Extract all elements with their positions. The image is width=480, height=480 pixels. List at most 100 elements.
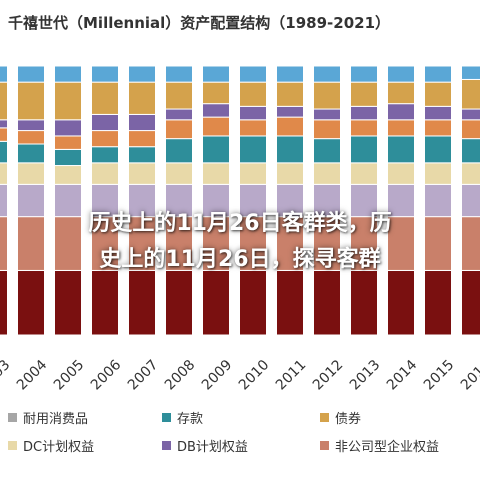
bar-segment [54, 216, 82, 271]
bar-segment [91, 216, 119, 271]
bar-segment [17, 65, 45, 83]
bar-segment [350, 65, 378, 83]
bar-segment [17, 269, 45, 336]
bar-segment [424, 105, 452, 121]
x-tick-label: 2008 [162, 357, 199, 394]
legend-label: DC计划权益 [23, 440, 95, 455]
bar-segment [387, 103, 415, 121]
x-tick-label: 2014 [384, 357, 421, 394]
bar-segment [91, 130, 119, 148]
bar-segment [17, 143, 45, 164]
bar-segment [276, 135, 304, 164]
bar-segment [17, 130, 45, 145]
bar-segment [461, 216, 480, 271]
bar-segment [0, 216, 8, 271]
bar-segment [54, 148, 82, 167]
bar-segment [128, 130, 156, 148]
bar-segment [202, 183, 230, 218]
bar-segment [313, 108, 341, 121]
x-tick-label: 2011 [273, 357, 310, 394]
bar-segment [202, 81, 230, 105]
bar-segment [54, 269, 82, 336]
bar-segment [350, 183, 378, 218]
legend-swatch [162, 413, 171, 422]
bar-segment [165, 269, 193, 336]
bar-segment [128, 269, 156, 336]
bar-segment [202, 162, 230, 185]
bar-segment [424, 135, 452, 164]
bar-segment [387, 183, 415, 218]
x-tick-label: 2015 [421, 357, 458, 394]
legend-item-noncorporate-equity: 非公司型企业权益 [320, 436, 439, 455]
bar-segment [350, 216, 378, 271]
legend-item-db-plan: DB计划权益 [162, 436, 248, 455]
bar-segment [461, 138, 480, 164]
bar-segment [0, 119, 8, 129]
bar-segment [91, 269, 119, 336]
legend-swatch [162, 441, 171, 450]
bar-segment [387, 162, 415, 185]
bar-segment [0, 65, 8, 83]
bar-segment [313, 162, 341, 185]
legend-label: DB计划权益 [177, 440, 248, 455]
bar-segment [424, 183, 452, 218]
bar-segment [276, 65, 304, 83]
bar-segment [91, 65, 119, 83]
bar-segment [424, 119, 452, 137]
legend-item-dc-plan: DC计划权益 [8, 436, 94, 455]
bar-segment [313, 216, 341, 271]
bar-segment [313, 119, 341, 140]
bar-segment [387, 269, 415, 336]
bar-segment [239, 119, 267, 137]
bar-segment [165, 108, 193, 121]
bar-segment [91, 162, 119, 185]
bar-segment [91, 81, 119, 115]
bar-segment [165, 216, 193, 271]
bar-segment [387, 119, 415, 137]
bar-segment [202, 116, 230, 137]
bar-segment [0, 81, 8, 121]
bar-segment [239, 65, 267, 83]
stacked-bar-chart: 2003 2004 2005 2006 2007 2008 2009 2010 2011 2012… [0, 65, 480, 394]
bar-segment [239, 216, 267, 271]
legend-item-bonds: 债券 [320, 408, 361, 427]
bar-segment [17, 183, 45, 218]
bar-segment [165, 81, 193, 110]
legend-label: 存款 [177, 412, 204, 427]
bar-segment [276, 183, 304, 218]
bar-segment [461, 119, 480, 140]
bar-segment [202, 135, 230, 164]
legend-swatch [8, 441, 17, 450]
bar-segment [276, 269, 304, 336]
x-tick-label: 2004 [14, 357, 51, 394]
bar-segment [387, 216, 415, 271]
x-tick-label: 2009 [199, 357, 236, 394]
bar-segment [239, 269, 267, 336]
legend-label: 非公司型企业权益 [335, 440, 440, 455]
x-tick-label: 2007 [125, 357, 162, 394]
bar-segment [128, 216, 156, 271]
bar-segment [350, 162, 378, 185]
bar-segment [313, 65, 341, 83]
bar-segment [54, 65, 82, 83]
bar-segment [461, 269, 480, 336]
x-tick-label: 2006 [88, 357, 125, 394]
bar-segment [54, 135, 82, 150]
bar-segment [128, 65, 156, 83]
bar-segment [424, 81, 452, 107]
bar-segment [461, 65, 480, 80]
bar-segment [0, 162, 8, 185]
bar-segment [387, 135, 415, 164]
bar-segment [165, 183, 193, 218]
bar-segment [424, 216, 452, 271]
bar-segment [202, 65, 230, 83]
bar-segment [461, 183, 480, 218]
bar-segment [276, 162, 304, 185]
bar-segment [54, 119, 82, 137]
bar-segment [54, 81, 82, 121]
bar-segment [165, 138, 193, 164]
bar-segment [313, 269, 341, 336]
bar-segment [17, 81, 45, 121]
bar-segment [239, 81, 267, 107]
legend-item-durables: 耐用消费品 [8, 408, 88, 427]
